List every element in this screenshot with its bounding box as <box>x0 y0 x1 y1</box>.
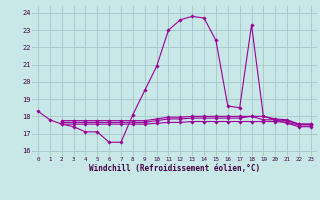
X-axis label: Windchill (Refroidissement éolien,°C): Windchill (Refroidissement éolien,°C) <box>89 164 260 173</box>
